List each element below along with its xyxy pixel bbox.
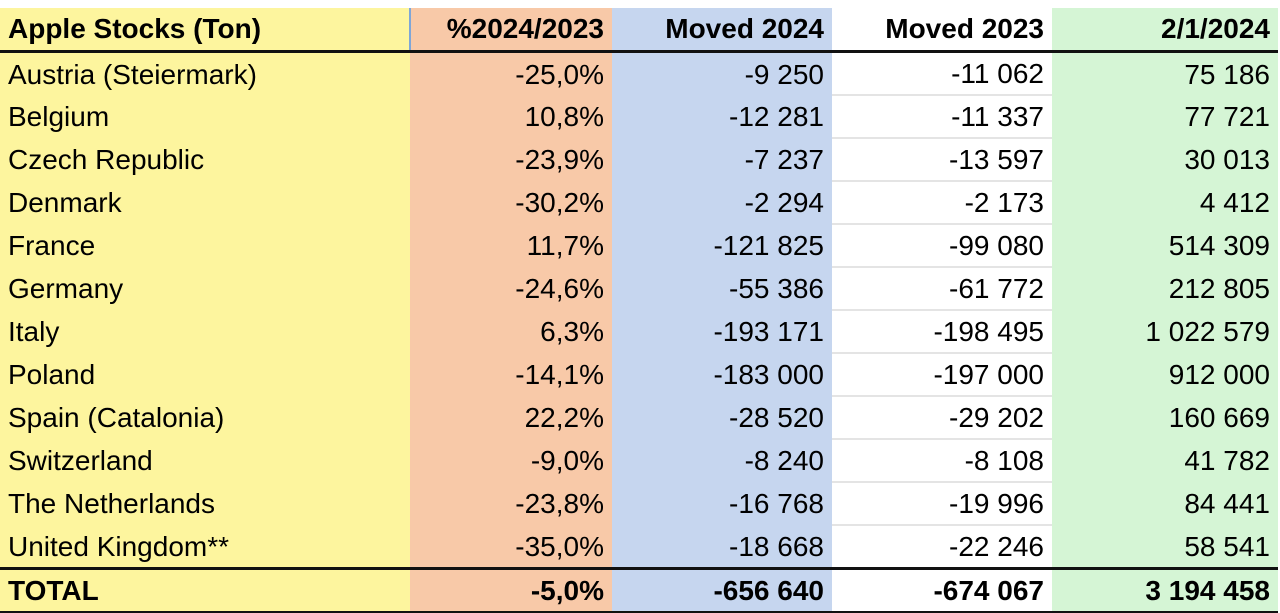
- table-cell: -11 062: [832, 51, 1052, 96]
- table-cell: -8 108: [832, 439, 1052, 483]
- table-cell: The Netherlands: [0, 482, 410, 525]
- table-row: Italy 6,3% -193 171 -198 495 1 022 579: [0, 310, 1278, 354]
- table-cell: Poland: [0, 353, 410, 396]
- table-cell: -2 294: [612, 181, 832, 224]
- table-cell: 75 186: [1052, 51, 1278, 95]
- table-cell: -19 996: [832, 482, 1052, 526]
- table-cell: Spain (Catalonia): [0, 396, 410, 439]
- table-cell: Moved 2023: [832, 8, 1052, 53]
- table-cell: -183 000: [612, 353, 832, 396]
- table-cell: -55 386: [612, 267, 832, 310]
- table-cell: United Kingdom**: [0, 525, 410, 569]
- table-cell: -13 597: [832, 138, 1052, 182]
- table-cell: -23,9%: [410, 138, 612, 181]
- table-row: Apple Stocks (Ton) %2024/2023 Moved 2024 Mo…: [0, 8, 1278, 53]
- table-cell: -18 668: [612, 525, 832, 569]
- table-cell: -5,0%: [410, 567, 612, 613]
- table-cell: 160 669: [1052, 396, 1278, 439]
- table-cell: -7 237: [612, 138, 832, 181]
- table-cell: France: [0, 224, 410, 267]
- table-row: United Kingdom** -35,0% -18 668 -22 246 58 5…: [0, 525, 1278, 570]
- table-cell: -11 337: [832, 95, 1052, 139]
- page: Apple Stocks (Ton) %2024/2023 Moved 2024 Mo…: [0, 8, 1278, 613]
- table-cell: 514 309: [1052, 224, 1278, 267]
- table-cell: 1 022 579: [1052, 310, 1278, 353]
- table-cell: Germany: [0, 267, 410, 310]
- table-row: Germany -24,6% -55 386 -61 772 212 805: [0, 267, 1278, 311]
- table-cell: -9 250: [612, 51, 832, 95]
- table-body: Apple Stocks (Ton) %2024/2023 Moved 2024 Mo…: [0, 8, 1278, 613]
- table-cell: 2/1/2024: [1052, 8, 1278, 53]
- table-cell: -61 772: [832, 267, 1052, 311]
- table-cell: -193 171: [612, 310, 832, 353]
- table-cell: -14,1%: [410, 353, 612, 396]
- table-cell: 22,2%: [410, 396, 612, 439]
- table-cell: %2024/2023: [410, 8, 612, 53]
- table-cell: -24,6%: [410, 267, 612, 310]
- table-row: Spain (Catalonia) 22,2% -28 520 -29 202 160 …: [0, 396, 1278, 440]
- table-cell: 912 000: [1052, 353, 1278, 396]
- table-cell: 10,8%: [410, 95, 612, 138]
- table-cell: -23,8%: [410, 482, 612, 525]
- table-cell: 41 782: [1052, 439, 1278, 482]
- table-cell: -30,2%: [410, 181, 612, 224]
- table-cell: -99 080: [832, 224, 1052, 268]
- table-cell: -121 825: [612, 224, 832, 267]
- table-cell: -25,0%: [410, 51, 612, 95]
- table-cell: 84 441: [1052, 482, 1278, 525]
- table-row: Czech Republic -23,9% -7 237 -13 597 30 013: [0, 138, 1278, 182]
- table-cell: Switzerland: [0, 439, 410, 482]
- table-cell: -9,0%: [410, 439, 612, 482]
- table-cell: -8 240: [612, 439, 832, 482]
- table-cell: Italy: [0, 310, 410, 353]
- table-cell: -197 000: [832, 353, 1052, 397]
- table-row: The Netherlands -23,8% -16 768 -19 996 84 44…: [0, 482, 1278, 526]
- table-cell: -22 246: [832, 525, 1052, 570]
- table-cell: -16 768: [612, 482, 832, 525]
- table-cell: Belgium: [0, 95, 410, 138]
- table-row: France 11,7% -121 825 -99 080 514 309: [0, 224, 1278, 268]
- table-row: Denmark -30,2% -2 294 -2 173 4 412: [0, 181, 1278, 225]
- table-cell: -28 520: [612, 396, 832, 439]
- table-row: Austria (Steiermark) -25,0% -9 250 -11 062 7…: [0, 51, 1278, 96]
- table-cell: -656 640: [612, 567, 832, 613]
- table-cell: Denmark: [0, 181, 410, 224]
- table-cell: 58 541: [1052, 525, 1278, 569]
- table-cell: Moved 2024: [612, 8, 832, 53]
- table-row: Belgium 10,8% -12 281 -11 337 77 721: [0, 95, 1278, 139]
- table-row: Switzerland -9,0% -8 240 -8 108 41 782: [0, 439, 1278, 483]
- table-cell: -35,0%: [410, 525, 612, 569]
- table-cell: 30 013: [1052, 138, 1278, 181]
- table-cell: Austria (Steiermark): [0, 51, 410, 95]
- table-cell: Apple Stocks (Ton): [0, 8, 411, 53]
- table-cell: -2 173: [832, 181, 1052, 225]
- table-cell: TOTAL: [0, 567, 410, 613]
- table-cell: 6,3%: [410, 310, 612, 353]
- table-cell: 4 412: [1052, 181, 1278, 224]
- table-cell: -674 067: [832, 567, 1052, 613]
- table-container: Apple Stocks (Ton) %2024/2023 Moved 2024 Mo…: [0, 8, 1278, 613]
- table-cell: -198 495: [832, 310, 1052, 354]
- table-row: TOTAL -5,0% -656 640 -674 067 3 194 458: [0, 567, 1278, 613]
- table-cell: 11,7%: [410, 224, 612, 267]
- table-cell: -12 281: [612, 95, 832, 138]
- table-row: Poland -14,1% -183 000 -197 000 912 000: [0, 353, 1278, 397]
- table-cell: 77 721: [1052, 95, 1278, 138]
- table-cell: Czech Republic: [0, 138, 410, 181]
- table-cell: -29 202: [832, 396, 1052, 440]
- table-cell: 212 805: [1052, 267, 1278, 310]
- stocks-table: Apple Stocks (Ton) %2024/2023 Moved 2024 Mo…: [0, 8, 1278, 613]
- table-cell: 3 194 458: [1052, 567, 1278, 613]
